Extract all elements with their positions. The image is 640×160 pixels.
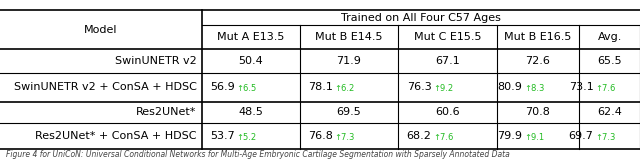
Text: Mut B E16.5: Mut B E16.5 [504, 32, 572, 42]
Text: Figure 4 for UniCoN: Universal Conditional Networks for Multi-Age Embryonic Cart: Figure 4 for UniCoN: Universal Condition… [6, 150, 510, 159]
Text: 68.2: 68.2 [406, 131, 431, 141]
Text: 73.1: 73.1 [569, 82, 594, 92]
Text: ↑8.3: ↑8.3 [524, 84, 544, 93]
Text: ↑6.2: ↑6.2 [335, 84, 355, 93]
Text: Mut B E14.5: Mut B E14.5 [315, 32, 383, 42]
Text: 76.3: 76.3 [406, 82, 431, 92]
Text: 53.7: 53.7 [210, 131, 235, 141]
Text: 79.9: 79.9 [497, 131, 522, 141]
Text: 56.9: 56.9 [210, 82, 235, 92]
Text: 67.1: 67.1 [435, 56, 460, 66]
Text: Avg.: Avg. [597, 32, 622, 42]
Text: ↑9.1: ↑9.1 [524, 133, 544, 142]
Text: ↑7.3: ↑7.3 [335, 133, 355, 142]
Text: 62.4: 62.4 [597, 107, 622, 117]
Text: 69.7: 69.7 [569, 131, 594, 141]
Text: SwinUNETR v2 + ConSA + HDSC: SwinUNETR v2 + ConSA + HDSC [13, 82, 196, 92]
Text: Res2UNet* + ConSA + HDSC: Res2UNet* + ConSA + HDSC [35, 131, 196, 141]
Text: ↑5.2: ↑5.2 [237, 133, 257, 142]
Text: Res2UNet*: Res2UNet* [136, 107, 196, 117]
Text: ↑7.3: ↑7.3 [595, 133, 616, 142]
Text: ↑7.6: ↑7.6 [595, 84, 616, 93]
Text: 65.5: 65.5 [597, 56, 622, 66]
Text: Mut A E13.5: Mut A E13.5 [217, 32, 284, 42]
Text: 60.6: 60.6 [435, 107, 460, 117]
Text: Trained on All Four C57 Ages: Trained on All Four C57 Ages [341, 13, 500, 23]
Text: 71.9: 71.9 [337, 56, 361, 66]
Text: 70.8: 70.8 [525, 107, 550, 117]
Text: 69.5: 69.5 [337, 107, 361, 117]
Text: 50.4: 50.4 [238, 56, 263, 66]
Text: 76.8: 76.8 [308, 131, 333, 141]
Text: SwinUNETR v2: SwinUNETR v2 [115, 56, 196, 66]
Text: 78.1: 78.1 [308, 82, 333, 92]
Text: ↑6.5: ↑6.5 [237, 84, 257, 93]
Text: Mut C E15.5: Mut C E15.5 [413, 32, 481, 42]
Text: ↑9.2: ↑9.2 [433, 84, 453, 93]
Text: 48.5: 48.5 [238, 107, 263, 117]
Text: 72.6: 72.6 [525, 56, 550, 66]
Text: ↑7.6: ↑7.6 [433, 133, 454, 142]
Text: 80.9: 80.9 [497, 82, 522, 92]
Text: Model: Model [84, 25, 118, 35]
